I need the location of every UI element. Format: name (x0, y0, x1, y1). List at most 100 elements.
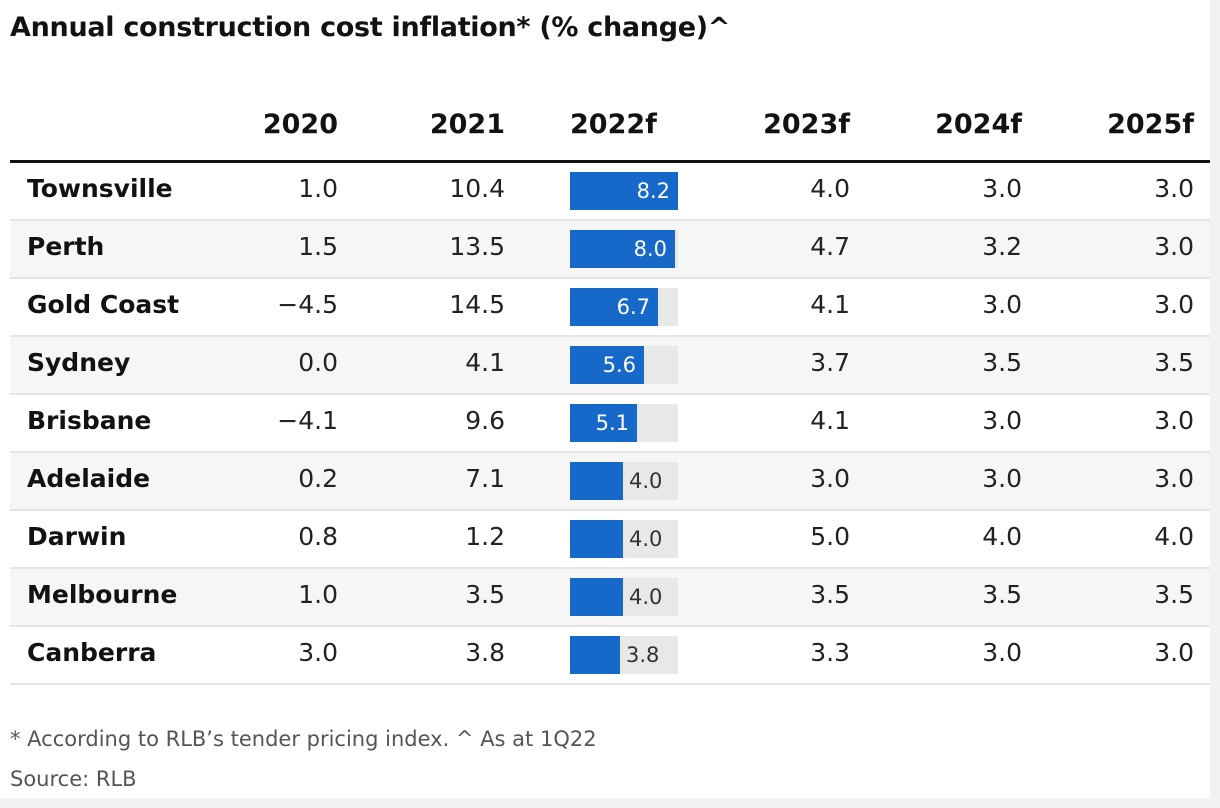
bar-track: 4.0 (570, 520, 678, 558)
bar-value-label: 4.0 (629, 585, 663, 609)
cell-2020: 1.5 (298, 232, 338, 261)
cell-2025f: 3.5 (1154, 580, 1194, 609)
bar-2022f (570, 520, 623, 558)
column-header-2021: 2021 (429, 109, 505, 140)
row-city-label: Perth (27, 232, 105, 261)
cell-2021: 1.2 (465, 522, 505, 551)
table-row: Adelaide 0.2 7.1 4.0 3.0 3.0 3.0 (10, 453, 1210, 511)
bar-track: 6.7 (570, 288, 678, 326)
footnote: * According to RLB’s tender pricing inde… (10, 727, 597, 751)
cell-2023f: 5.0 (810, 522, 850, 551)
table-row: Gold Coast −4.5 14.5 6.7 4.1 3.0 3.0 (10, 279, 1210, 337)
cell-2024f: 4.0 (982, 522, 1022, 551)
cell-2023f: 3.3 (810, 638, 850, 667)
bar-2022f (570, 288, 658, 326)
bar-2022f (570, 636, 620, 674)
column-header-2020: 2020 (262, 109, 338, 140)
source-note: Source: RLB (10, 767, 137, 791)
row-city-label: Canberra (27, 638, 157, 667)
cell-2024f: 3.0 (982, 174, 1022, 203)
bar-track: 4.0 (570, 462, 678, 500)
cell-2023f: 3.0 (810, 464, 850, 493)
column-header-2025f: 2025f (1107, 109, 1194, 140)
row-city-label: Townsville (27, 174, 173, 203)
column-header-2022f: 2022f (570, 109, 657, 140)
cell-2020: 1.0 (298, 580, 338, 609)
table-header: 2020 2021 2022f 2023f 2024f 2025f (10, 100, 1210, 163)
row-city-label: Sydney (27, 348, 131, 377)
cell-2021: 3.8 (465, 638, 505, 667)
bar-2022f (570, 172, 678, 210)
cell-2020: 0.8 (298, 522, 338, 551)
cell-2023f: 4.7 (810, 232, 850, 261)
cell-2023f: 3.7 (810, 348, 850, 377)
cell-2024f: 3.5 (982, 348, 1022, 377)
chart-card: Annual construction cost inflation* (% c… (0, 0, 1210, 798)
bar-track: 3.8 (570, 636, 678, 674)
cell-2023f: 3.5 (810, 580, 850, 609)
column-header-2024f: 2024f (935, 109, 1022, 140)
bar-track: 8.2 (570, 172, 678, 210)
bar-2022f (570, 578, 623, 616)
cell-2020: −4.1 (277, 406, 338, 435)
cell-2021: 10.4 (449, 174, 505, 203)
table-row: Melbourne 1.0 3.5 4.0 3.5 3.5 3.5 (10, 569, 1210, 627)
table-body: Townsville 1.0 10.4 8.2 4.0 3.0 3.0 Perth 1.5 13.… (10, 163, 1210, 685)
cell-2023f: 4.1 (810, 406, 850, 435)
bar-track: 5.6 (570, 346, 678, 384)
bar-2022f (570, 404, 637, 442)
row-city-label: Brisbane (27, 406, 152, 435)
cell-2024f: 3.2 (982, 232, 1022, 261)
cell-2020: 0.0 (298, 348, 338, 377)
cell-2020: 1.0 (298, 174, 338, 203)
table-row: Sydney 0.0 4.1 5.6 3.7 3.5 3.5 (10, 337, 1210, 395)
bar-track: 8.0 (570, 230, 678, 268)
cell-2025f: 4.0 (1154, 522, 1194, 551)
row-city-label: Darwin (27, 522, 127, 551)
table-row: Perth 1.5 13.5 8.0 4.7 3.2 3.0 (10, 221, 1210, 279)
table-row: Townsville 1.0 10.4 8.2 4.0 3.0 3.0 (10, 163, 1210, 221)
cell-2025f: 3.0 (1154, 406, 1194, 435)
bar-track: 5.1 (570, 404, 678, 442)
cell-2021: 13.5 (449, 232, 505, 261)
cell-2024f: 3.0 (982, 638, 1022, 667)
bar-value-label: 6.7 (616, 295, 650, 319)
cell-2023f: 4.1 (810, 290, 850, 319)
cell-2021: 9.6 (465, 406, 505, 435)
bar-track: 4.0 (570, 578, 678, 616)
cell-2024f: 3.0 (982, 406, 1022, 435)
cell-2020: 3.0 (298, 638, 338, 667)
cell-2021: 4.1 (465, 348, 505, 377)
table-row: Brisbane −4.1 9.6 5.1 4.1 3.0 3.0 (10, 395, 1210, 453)
bar-2022f (570, 346, 644, 384)
cell-2021: 14.5 (449, 290, 505, 319)
column-header-2023f: 2023f (763, 109, 850, 140)
cell-2025f: 3.0 (1154, 174, 1194, 203)
cell-2024f: 3.0 (982, 290, 1022, 319)
cell-2025f: 3.0 (1154, 638, 1194, 667)
cell-2025f: 3.5 (1154, 348, 1194, 377)
chart-title: Annual construction cost inflation* (% c… (10, 12, 731, 43)
cell-2024f: 3.0 (982, 464, 1022, 493)
table-row: Canberra 3.0 3.8 3.8 3.3 3.0 3.0 (10, 627, 1210, 685)
bar-2022f (570, 230, 675, 268)
cell-2024f: 3.5 (982, 580, 1022, 609)
cell-2023f: 4.0 (810, 174, 850, 203)
bar-value-label: 8.2 (636, 179, 670, 203)
bar-value-label: 8.0 (633, 237, 667, 261)
cell-2021: 7.1 (465, 464, 505, 493)
cell-2025f: 3.0 (1154, 290, 1194, 319)
row-city-label: Gold Coast (27, 290, 180, 319)
bar-2022f (570, 462, 623, 500)
bar-value-label: 3.8 (626, 643, 660, 667)
row-city-label: Melbourne (27, 580, 178, 609)
bar-value-label: 5.1 (595, 411, 629, 435)
table-row: Darwin 0.8 1.2 4.0 5.0 4.0 4.0 (10, 511, 1210, 569)
cell-2025f: 3.0 (1154, 464, 1194, 493)
bar-value-label: 4.0 (629, 527, 663, 551)
cell-2025f: 3.0 (1154, 232, 1194, 261)
row-city-label: Adelaide (27, 464, 151, 493)
cell-2020: −4.5 (277, 290, 338, 319)
cell-2020: 0.2 (298, 464, 338, 493)
bar-value-label: 4.0 (629, 469, 663, 493)
